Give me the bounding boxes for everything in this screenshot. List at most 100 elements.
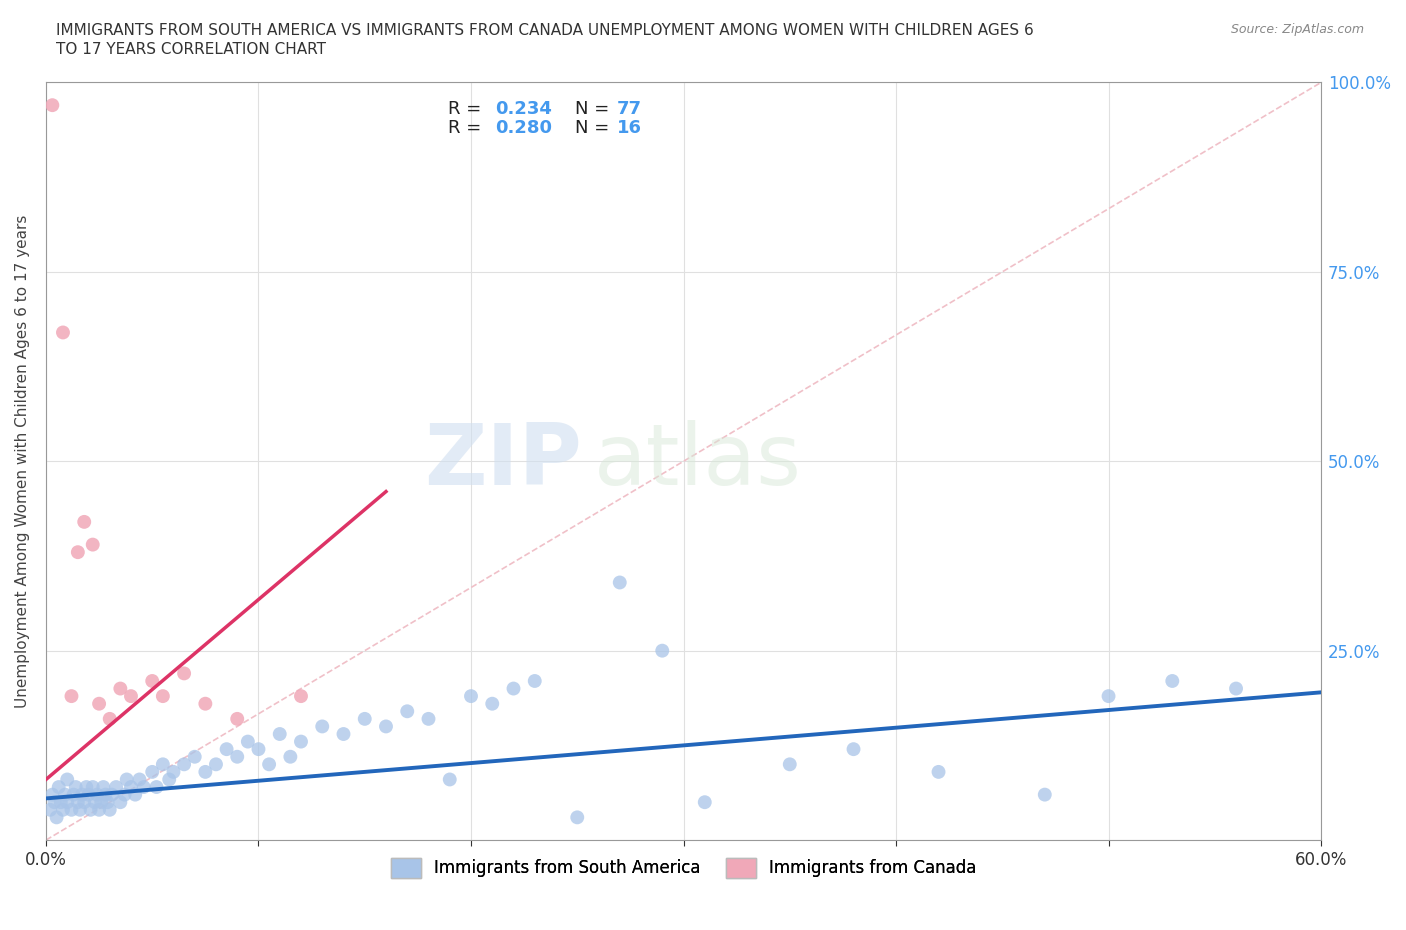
Point <box>194 697 217 711</box>
Point <box>257 757 280 772</box>
Point <box>82 779 104 794</box>
Point <box>132 779 155 794</box>
Point <box>79 803 101 817</box>
Point <box>1161 673 1184 688</box>
Point <box>173 666 195 681</box>
Text: N =: N = <box>575 119 616 137</box>
Text: IMMIGRANTS FROM SOUTH AMERICA VS IMMIGRANTS FROM CANADA UNEMPLOYMENT AMONG WOMEN: IMMIGRANTS FROM SOUTH AMERICA VS IMMIGRA… <box>56 23 1033 38</box>
Legend: Immigrants from South America, Immigrants from Canada: Immigrants from South America, Immigrant… <box>384 851 983 884</box>
Point <box>105 779 128 794</box>
Text: atlas: atlas <box>595 419 803 503</box>
Point <box>56 772 79 787</box>
Point <box>124 787 146 802</box>
Text: 16: 16 <box>617 119 643 137</box>
Point <box>53 787 76 802</box>
Point <box>332 726 354 741</box>
Point <box>65 779 87 794</box>
Point <box>567 810 589 825</box>
Point <box>194 764 217 779</box>
Point <box>120 779 142 794</box>
Point <box>83 795 105 810</box>
Point <box>41 787 63 802</box>
Text: Source: ZipAtlas.com: Source: ZipAtlas.com <box>1230 23 1364 36</box>
Text: R =: R = <box>447 100 486 118</box>
Point <box>56 795 79 810</box>
Point <box>90 795 112 810</box>
Point <box>162 764 184 779</box>
Point <box>70 787 93 802</box>
Point <box>439 772 461 787</box>
Point <box>396 704 419 719</box>
Point <box>779 757 801 772</box>
Point <box>86 787 108 802</box>
Point <box>1225 681 1247 696</box>
Point <box>87 697 110 711</box>
Point <box>269 726 291 741</box>
Point <box>115 772 138 787</box>
Y-axis label: Unemployment Among Women with Children Ages 6 to 17 years: Unemployment Among Women with Children A… <box>15 215 30 708</box>
Point <box>69 803 91 817</box>
Point <box>236 734 259 749</box>
Point <box>173 757 195 772</box>
Point <box>842 742 865 757</box>
Text: N =: N = <box>575 100 616 118</box>
Point <box>114 787 136 802</box>
Point <box>693 795 716 810</box>
Point <box>280 750 302 764</box>
Point <box>75 779 97 794</box>
Point <box>52 803 75 817</box>
Point <box>82 538 104 552</box>
Point <box>62 787 84 802</box>
Point <box>73 795 96 810</box>
Point <box>44 795 66 810</box>
Point <box>60 689 83 704</box>
Point <box>52 325 75 339</box>
Point <box>523 673 546 688</box>
Point <box>101 787 124 802</box>
Point <box>60 803 83 817</box>
Text: ZIP: ZIP <box>423 419 582 503</box>
Point <box>205 757 228 772</box>
Point <box>609 575 631 590</box>
Point <box>98 711 121 726</box>
Point <box>928 764 950 779</box>
Point <box>66 795 89 810</box>
Point <box>152 689 174 704</box>
Point <box>110 681 132 696</box>
Point <box>141 673 163 688</box>
Point <box>128 772 150 787</box>
Point <box>110 795 132 810</box>
Point <box>145 779 167 794</box>
Point <box>93 779 115 794</box>
Point <box>152 757 174 772</box>
Point <box>120 689 142 704</box>
Point <box>247 742 270 757</box>
Point <box>48 779 70 794</box>
Point <box>94 787 117 802</box>
Point <box>184 750 207 764</box>
Point <box>77 787 100 802</box>
Point <box>98 803 121 817</box>
Point <box>651 644 673 658</box>
Text: 0.280: 0.280 <box>495 119 551 137</box>
Text: 0.234: 0.234 <box>495 100 551 118</box>
Point <box>41 98 63 113</box>
Point <box>481 697 503 711</box>
Text: 77: 77 <box>617 100 643 118</box>
Point <box>45 810 67 825</box>
Point <box>311 719 333 734</box>
Text: TO 17 YEARS CORRELATION CHART: TO 17 YEARS CORRELATION CHART <box>56 42 326 57</box>
Point <box>290 734 312 749</box>
Point <box>353 711 375 726</box>
Point <box>66 545 89 560</box>
Point <box>226 711 249 726</box>
Point <box>1033 787 1056 802</box>
Point <box>141 764 163 779</box>
Point <box>375 719 398 734</box>
Point <box>1097 689 1119 704</box>
Point <box>73 514 96 529</box>
Point <box>215 742 238 757</box>
Point <box>502 681 524 696</box>
Point <box>226 750 249 764</box>
Point <box>97 795 120 810</box>
